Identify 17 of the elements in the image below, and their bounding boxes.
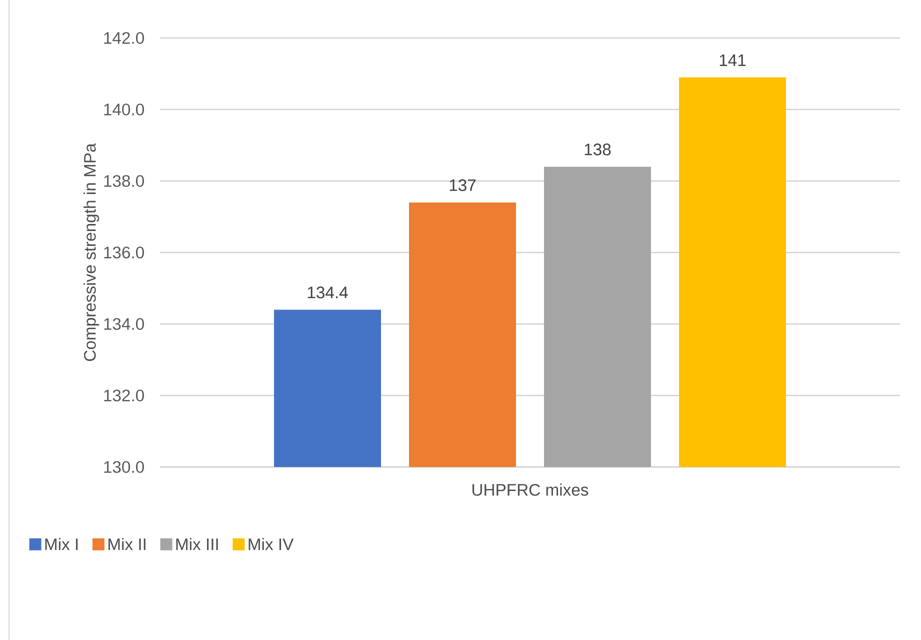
y-tick-label: 132.0 [104, 390, 144, 402]
y-axis-title: Compressive strength in MPa [84, 143, 100, 361]
data-label: 141 [720, 54, 746, 66]
y-tick-label: 142.0 [104, 32, 144, 44]
y-tick-label: 130.0 [104, 461, 144, 473]
data-label: 134.4 [308, 286, 348, 298]
y-tick-label: 140.0 [104, 104, 144, 116]
legend-label: Mix III [176, 538, 218, 550]
y-tick-label: 134.0 [104, 318, 144, 330]
x-axis-title: UHPFRC mixes [472, 484, 588, 496]
y-tick-label: 138.0 [104, 175, 144, 187]
legend-label: Mix II [108, 538, 146, 550]
data-label: 138 [584, 144, 611, 156]
legend-label: Mix IV [248, 538, 294, 550]
y-tick-label: 136.0 [104, 246, 144, 258]
legend-label: Mix I [45, 538, 78, 550]
data-label: 137 [450, 179, 476, 192]
